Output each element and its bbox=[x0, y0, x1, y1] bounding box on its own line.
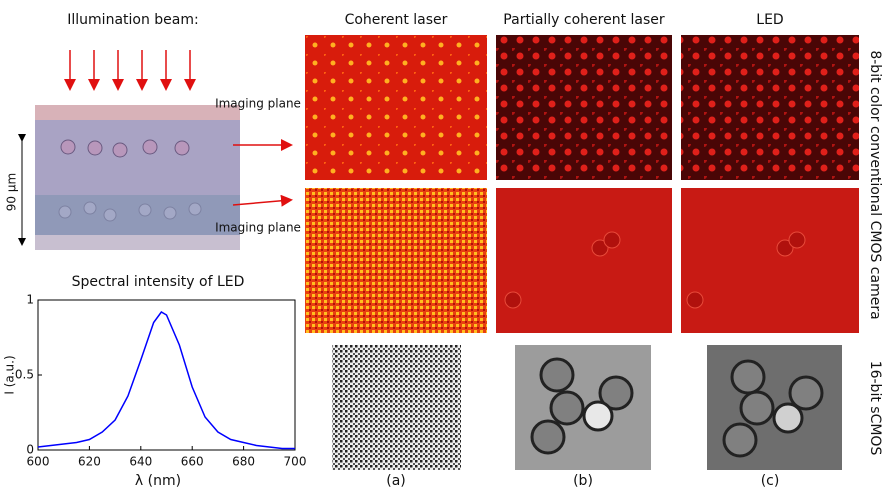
y-tick-label: 1 bbox=[26, 293, 34, 307]
illumination-label: Illumination beam: bbox=[67, 12, 198, 28]
illumination-arrows bbox=[70, 50, 190, 88]
imaging-arrow bbox=[233, 200, 290, 205]
x-tick-label: 640 bbox=[129, 455, 152, 469]
images bbox=[305, 35, 859, 470]
imaging-plane-label: Imaging plane bbox=[215, 97, 301, 111]
row-label: 16-bit sCMOS bbox=[867, 361, 883, 456]
thickness-label: 90 μm bbox=[5, 173, 19, 211]
x-axis-label: λ (nm) bbox=[135, 473, 181, 489]
spectrum-chart: Spectral intensity of LED λ (nm) I (a.u.… bbox=[3, 274, 307, 489]
panel-label: (c) bbox=[761, 473, 780, 489]
y-tick-label: 0 bbox=[26, 443, 34, 457]
x-tick-label: 660 bbox=[181, 455, 204, 469]
column-header: Coherent laser bbox=[345, 12, 448, 28]
imaging-plane-label: Imaging plane bbox=[215, 221, 301, 235]
spectrum-line bbox=[38, 312, 295, 449]
column-header: Partially coherent laser bbox=[503, 12, 665, 28]
x-tick-label: 680 bbox=[232, 455, 255, 469]
y-tick-label: 0.5 bbox=[15, 368, 34, 382]
sample-chamber bbox=[35, 105, 240, 250]
panel-label: (b) bbox=[573, 473, 593, 489]
column-header: LED bbox=[756, 12, 783, 28]
x-tick-label: 620 bbox=[78, 455, 101, 469]
chart-title: Spectral intensity of LED bbox=[72, 274, 245, 290]
figure: Illumination beam: 90 μm Imaging plane I… bbox=[0, 0, 886, 490]
panel-label: (a) bbox=[386, 473, 406, 489]
x-tick-label: 700 bbox=[284, 455, 307, 469]
x-tick-label: 600 bbox=[27, 455, 50, 469]
plot-frame bbox=[38, 300, 295, 450]
row-label: 8-bit color conventional CMOS camera bbox=[867, 50, 883, 319]
